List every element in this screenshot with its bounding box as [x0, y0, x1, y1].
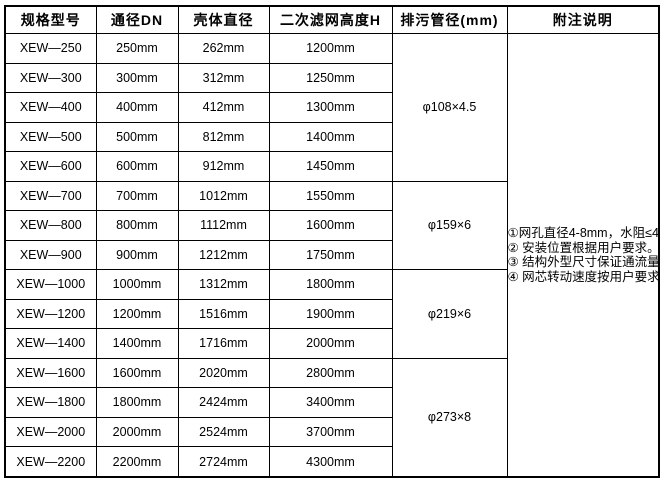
drain-pipe-cell: φ273×8: [391, 357, 508, 478]
table-row: XEW—1800 1800mm 2424mm 3400mm: [4, 387, 659, 418]
note-item: ③ 结构外型尺寸保证通流量前提下，按用户要求设计。: [507, 255, 659, 269]
table-row: XEW—2200 2200mm 2724mm 4300mm: [4, 446, 659, 478]
filter-height-cell: 1900mm: [268, 298, 393, 329]
filter-height-cell: 2000mm: [268, 328, 393, 359]
column-header-model: 规格型号: [4, 5, 97, 34]
column-header-shell-diameter: 壳体直径: [177, 5, 270, 34]
dn-cell: 300mm: [95, 62, 179, 93]
dn-cell: 800mm: [95, 210, 179, 241]
drain-pipe-cell: φ108×4.5: [391, 33, 508, 182]
model-cell: XEW—400: [4, 92, 97, 123]
table-row: XEW—300 300mm 312mm 1250mm: [4, 62, 659, 93]
spec-table-body: XEW—250 250mm 262mm 1200mm φ108×4.5 ①网孔直径4-8m…: [4, 33, 660, 478]
shell-diameter-cell: 412mm: [177, 92, 270, 123]
table-row: XEW—900 900mm 1212mm 1750mm: [4, 239, 659, 270]
column-header-notes: 附注说明: [506, 5, 660, 34]
notes-cell: ①网孔直径4-8mm，水阻≤400mmH20柱。② 安装位置根据用户要求。③ 结…: [506, 33, 660, 478]
dn-cell: 250mm: [95, 33, 179, 64]
model-cell: XEW—1800: [4, 387, 97, 418]
spec-table-container: 规格型号 通径DN 壳体直径 二次滤网高度H 排污管径(mm) 附注说明 XEW…: [4, 5, 660, 478]
table-row: XEW—400 400mm 412mm 1300mm: [4, 92, 659, 123]
note-item: ①网孔直径4-8mm，水阻≤400mmH20柱。: [507, 226, 659, 240]
model-cell: XEW—600: [4, 151, 97, 182]
model-cell: XEW—2000: [4, 416, 97, 447]
table-row: XEW—250 250mm 262mm 1200mm φ108×4.5 ①网孔直径4-8m…: [4, 33, 660, 478]
filter-height-cell: 1550mm: [268, 180, 393, 211]
dn-cell: 1200mm: [95, 298, 179, 329]
filter-height-cell: 1750mm: [268, 239, 393, 270]
filter-height-cell: 1400mm: [268, 121, 393, 152]
dn-cell: 1400mm: [95, 328, 179, 359]
note-item: ② 安装位置根据用户要求。: [507, 240, 659, 255]
drain-pipe-cell: φ219×6: [391, 269, 508, 359]
model-cell: XEW—500: [4, 121, 97, 152]
shell-diameter-cell: 1516mm: [177, 298, 270, 329]
note-item: ④ 网芯转动速度按用户要求设计。一般控制在8转/分钟以下。: [507, 269, 659, 284]
model-cell: XEW—1600: [4, 357, 97, 388]
shell-diameter-cell: 1112mm: [177, 210, 270, 241]
dn-cell: 500mm: [95, 121, 179, 152]
filter-height-cell: 1300mm: [268, 92, 393, 123]
model-cell: XEW—700: [4, 180, 97, 211]
dn-cell: 700mm: [95, 180, 179, 211]
model-cell: XEW—250: [4, 33, 97, 64]
table-row: XEW—600 600mm 912mm 1450mm: [4, 151, 659, 182]
shell-diameter-cell: 912mm: [177, 151, 270, 182]
shell-diameter-cell: 2424mm: [177, 387, 270, 418]
model-cell: XEW—2200: [4, 446, 97, 478]
header-row: 规格型号 通径DN 壳体直径 二次滤网高度H 排污管径(mm) 附注说明: [4, 5, 660, 34]
table-row: XEW—500 500mm 812mm 1400mm: [4, 121, 659, 152]
dn-cell: 400mm: [95, 92, 179, 123]
model-cell: XEW—1200: [4, 298, 97, 329]
model-cell: XEW—900: [4, 239, 97, 270]
filter-height-cell: 1450mm: [268, 151, 393, 182]
filter-height-cell: 3400mm: [268, 387, 393, 418]
filter-height-cell: 2800mm: [268, 357, 393, 388]
column-header-filter-height: 二次滤网高度H: [268, 5, 393, 34]
filter-height-cell: 4300mm: [268, 446, 393, 478]
shell-diameter-cell: 812mm: [177, 121, 270, 152]
shell-diameter-cell: 1212mm: [177, 239, 270, 270]
column-header-dn: 通径DN: [95, 5, 179, 34]
model-cell: XEW—800: [4, 210, 97, 241]
table-row: XEW—700 700mm 1012mm 1550mm φ159×6: [4, 180, 659, 270]
dn-cell: 2200mm: [95, 446, 179, 478]
table-row: XEW—1000 1000mm 1312mm 1800mm φ219×6: [4, 269, 659, 359]
model-cell: XEW—1000: [4, 269, 97, 300]
filter-height-cell: 1250mm: [268, 62, 393, 93]
shell-diameter-cell: 1716mm: [177, 328, 270, 359]
shell-diameter-cell: 2724mm: [177, 446, 270, 478]
dn-cell: 2000mm: [95, 416, 179, 447]
shell-diameter-cell: 1012mm: [177, 180, 270, 211]
model-cell: XEW—300: [4, 62, 97, 93]
table-row: XEW—1600 1600mm 2020mm 2800mm φ273×8: [4, 357, 659, 478]
shell-diameter-cell: 2524mm: [177, 416, 270, 447]
spec-table: 规格型号 通径DN 壳体直径 二次滤网高度H 排污管径(mm) 附注说明 XEW…: [4, 5, 660, 478]
shell-diameter-cell: 262mm: [177, 33, 270, 64]
table-row: XEW—2000 2000mm 2524mm 3700mm: [4, 416, 659, 447]
dn-cell: 1600mm: [95, 357, 179, 388]
shell-diameter-cell: 1312mm: [177, 269, 270, 300]
filter-height-cell: 3700mm: [268, 416, 393, 447]
filter-height-cell: 1200mm: [268, 33, 393, 64]
shell-diameter-cell: 312mm: [177, 62, 270, 93]
dn-cell: 600mm: [95, 151, 179, 182]
dn-cell: 900mm: [95, 239, 179, 270]
dn-cell: 1000mm: [95, 269, 179, 300]
drain-pipe-cell: φ159×6: [391, 180, 508, 270]
column-header-drain-pipe: 排污管径(mm): [391, 5, 508, 34]
filter-height-cell: 1800mm: [268, 269, 393, 300]
model-cell: XEW—1400: [4, 328, 97, 359]
dn-cell: 1800mm: [95, 387, 179, 418]
filter-height-cell: 1600mm: [268, 210, 393, 241]
shell-diameter-cell: 2020mm: [177, 357, 270, 388]
table-row: XEW—800 800mm 1112mm 1600mm: [4, 210, 659, 241]
